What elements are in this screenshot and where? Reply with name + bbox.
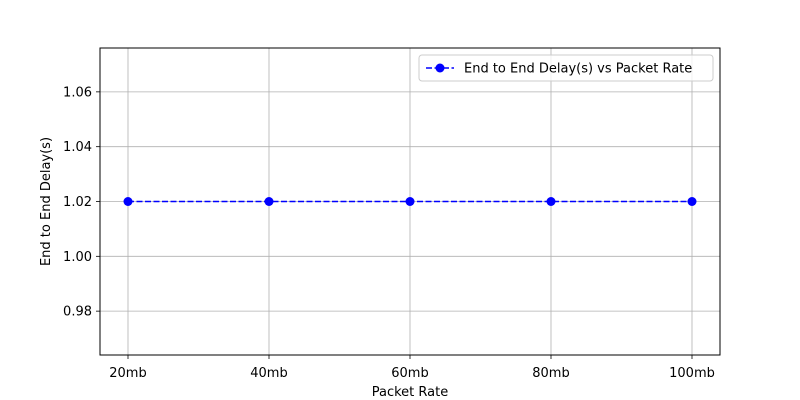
y-axis: 0.98 1.00 1.02 1.04 1.06 [63,85,100,320]
y-gridlines [100,91,720,312]
x-axis: 20mb 40mb 60mb 80mb 100mb [109,355,715,381]
data-point [687,197,697,206]
legend-label: End to End Delay(s) vs Packet Rate [464,62,692,77]
y-tick-label: 1.04 [63,140,92,155]
x-axis-label: Packet Rate [372,385,448,400]
y-tick-label: 1.00 [63,250,92,265]
x-tick-label: 80mb [532,366,569,381]
y-axis-label: End to End Delay(s) [39,137,54,266]
legend-box [418,54,714,82]
x-tick-label: 60mb [391,366,428,381]
x-tick-label: 40mb [250,366,287,381]
data-point [546,197,556,206]
legend: End to End Delay(s) vs Packet Rate [418,54,714,82]
data-point [123,197,133,206]
legend-marker-swatch [435,63,445,73]
y-tick-label: 0.98 [63,305,92,320]
series-layer [123,197,697,206]
data-point [264,197,274,206]
y-tick-label: 1.06 [63,85,92,100]
y-tick-label: 1.02 [63,195,92,210]
x-tick-label: 20mb [109,366,146,381]
data-point [405,197,415,206]
x-tick-label: 100mb [669,366,715,381]
